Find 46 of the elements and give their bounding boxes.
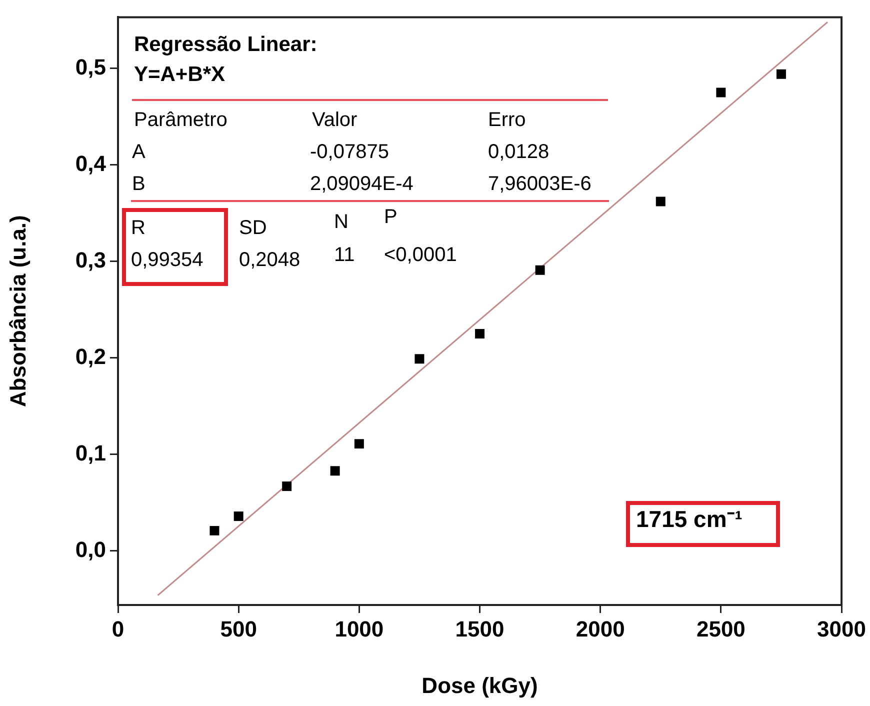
x-tick-label: 3000 [817, 616, 866, 642]
annotation: 0,99354 [131, 249, 204, 271]
annotation: 0,2048 [239, 249, 300, 271]
y-tick-label: 0,2 [75, 344, 106, 369]
point [210, 526, 220, 536]
point [282, 482, 292, 492]
point [234, 511, 244, 521]
annotation: A [132, 141, 146, 163]
y-tick-label: 0,1 [75, 440, 106, 466]
annotation: 1715 cm⁻¹ [636, 506, 742, 532]
annotation: 11 [334, 244, 355, 266]
y-tick-label: 0,0 [75, 537, 106, 562]
point [535, 265, 545, 275]
x-tick-label: 1000 [334, 616, 384, 642]
x-tick-label: 1500 [455, 616, 504, 642]
x-axis-title: Dose (kGy) [422, 672, 538, 698]
point [330, 466, 340, 476]
annotation: SD [239, 217, 267, 239]
x-tick-label: 0 [112, 616, 124, 642]
point [716, 88, 726, 98]
y-tick-label: 0,4 [75, 150, 107, 176]
x-tick-label: 2500 [696, 616, 746, 642]
annotation: <0,0001 [384, 244, 457, 266]
point [656, 196, 666, 206]
annotation: N [334, 211, 348, 233]
annotation: Valor [312, 109, 358, 131]
annotation: -0,07875 [310, 141, 389, 163]
annotation: P [384, 206, 398, 228]
point [475, 329, 485, 339]
annotation: R [131, 217, 146, 239]
annotation: Y=A+B*X [134, 63, 226, 86]
annotation: Erro [488, 109, 526, 131]
y-axis-title: Absorbância (u.a.) [5, 215, 30, 408]
point [354, 439, 364, 449]
annotation: Parâmetro [134, 109, 228, 131]
annotation: 2,09094E-4 [310, 173, 414, 195]
x-tick-label: 2000 [576, 616, 625, 642]
annotation: B [132, 173, 146, 195]
point [776, 69, 786, 79]
annotation: 0,0128 [488, 141, 550, 163]
x-tick-label: 500 [220, 616, 257, 642]
y-tick-label: 0,5 [75, 54, 106, 80]
point [414, 354, 424, 364]
y-tick-label: 0,3 [75, 247, 106, 272]
annotation: Regressão Linear: [134, 33, 318, 56]
annotation: 7,96003E-6 [488, 173, 592, 195]
